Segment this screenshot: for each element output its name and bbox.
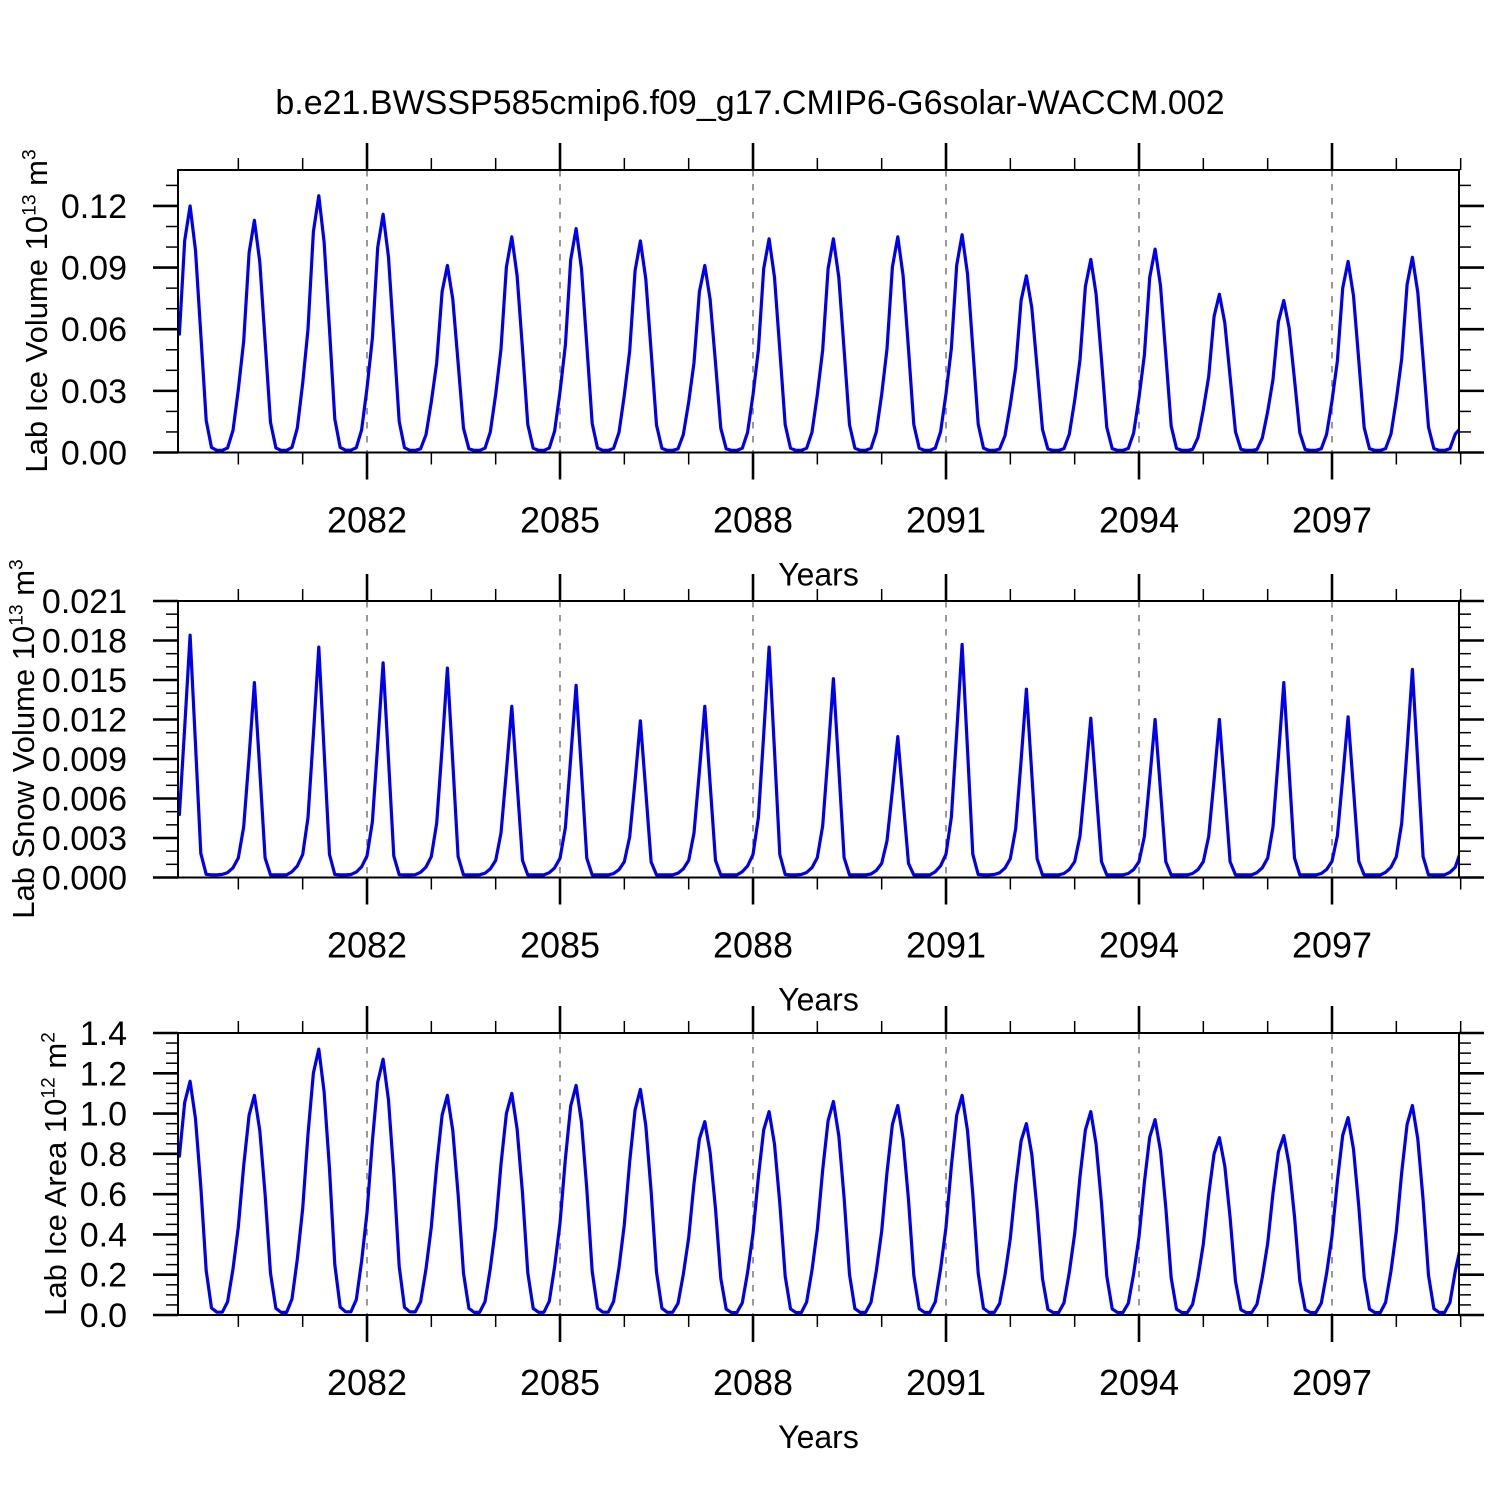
x-axis-title: Years bbox=[778, 982, 859, 1018]
series-line-lab-ice-volume bbox=[178, 194, 1459, 452]
panel-lab-ice-volume: 0.00 0.03 0.06 0.09 0.12 2082 2085 2088 2091 2094… bbox=[61, 143, 1484, 593]
x-tick-label: 2097 bbox=[1292, 925, 1372, 966]
y-tick-label: 0.00 bbox=[61, 435, 127, 473]
series-line-lab-snow-volume bbox=[178, 633, 1459, 877]
x-tick-label: 2082 bbox=[327, 1362, 407, 1403]
x-tick-label: 2088 bbox=[713, 500, 793, 541]
panel-frame bbox=[177, 600, 1460, 879]
x-tick-label: 2082 bbox=[327, 500, 407, 541]
y-tick-label: 0.015 bbox=[42, 662, 127, 700]
y-tick-label: 0.2 bbox=[80, 1257, 127, 1295]
x-tick-label: 2094 bbox=[1099, 925, 1179, 966]
y-tick-label: 0.018 bbox=[42, 623, 127, 661]
y-tick-label: 0.4 bbox=[80, 1216, 127, 1254]
y-tick-label: 0.021 bbox=[42, 583, 127, 621]
x-tick-label: 2082 bbox=[327, 925, 407, 966]
panel-lab-ice-area: 0.00.20.40.60.81.01.21.4 2082 2085 2088 2091… bbox=[80, 1006, 1484, 1455]
y-tick-label: 0.06 bbox=[61, 311, 127, 349]
series-line-lab-ice-area bbox=[178, 1047, 1459, 1315]
x-tick-label: 2085 bbox=[520, 1362, 600, 1403]
y-tick-label: 0.012 bbox=[42, 702, 127, 740]
y-tick-label: 0.03 bbox=[61, 373, 127, 411]
y-tick-label: 0.09 bbox=[61, 250, 127, 288]
x-tick-label: 2085 bbox=[520, 500, 600, 541]
x-tick-label: 2097 bbox=[1292, 1362, 1372, 1403]
y-tick-label: 0.8 bbox=[80, 1136, 127, 1174]
y-tick-label: 0.003 bbox=[42, 820, 127, 858]
y-tick-label: 0.6 bbox=[80, 1176, 127, 1214]
x-axis-title: Years bbox=[778, 557, 859, 593]
y-tick-label: 1.0 bbox=[80, 1096, 127, 1134]
x-tick-label: 2085 bbox=[520, 925, 600, 966]
x-tick-label: 2088 bbox=[713, 925, 793, 966]
y-tick-label: 1.4 bbox=[80, 1015, 127, 1053]
x-tick-label: 2091 bbox=[906, 1362, 986, 1403]
panel-frame bbox=[177, 169, 1460, 454]
x-tick-label: 2091 bbox=[906, 925, 986, 966]
figure-title: b.e21.BWSSP585cmip6.f09_g17.CMIP6-G6sola… bbox=[275, 84, 1225, 122]
y-tick-label: 0.000 bbox=[42, 860, 127, 898]
x-tick-label: 2091 bbox=[906, 500, 986, 541]
y-tick-label: 0.009 bbox=[42, 741, 127, 779]
x-tick-label: 2094 bbox=[1099, 500, 1179, 541]
y-tick-label: 0.0 bbox=[80, 1297, 127, 1335]
x-tick-label: 2088 bbox=[713, 1362, 793, 1403]
x-tick-label: 2094 bbox=[1099, 1362, 1179, 1403]
y-tick-label: 0.12 bbox=[61, 188, 127, 226]
x-tick-label: 2097 bbox=[1292, 500, 1372, 541]
y-tick-label: 1.2 bbox=[80, 1055, 127, 1093]
y-tick-label: 0.006 bbox=[42, 781, 127, 819]
x-axis-title: Years bbox=[778, 1419, 859, 1455]
panel-lab-snow-volume: 0.0000.0030.0060.0090.0120.0150.0180.021… bbox=[42, 574, 1484, 1018]
